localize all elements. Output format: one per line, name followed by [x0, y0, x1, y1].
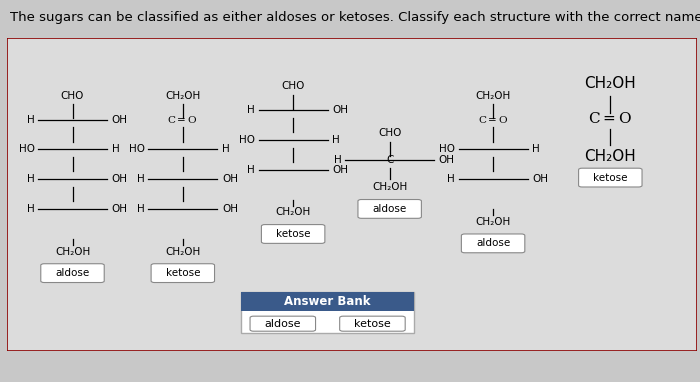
- Text: HO: HO: [239, 135, 255, 145]
- Text: H: H: [533, 144, 540, 154]
- Text: CH₂OH: CH₂OH: [165, 91, 200, 101]
- Text: C: C: [386, 155, 393, 165]
- Text: aldose: aldose: [372, 204, 407, 214]
- FancyBboxPatch shape: [358, 199, 421, 219]
- Text: aldose: aldose: [55, 268, 90, 278]
- Text: Answer Bank: Answer Bank: [284, 295, 371, 308]
- Text: aldose: aldose: [476, 238, 510, 248]
- Text: OH: OH: [332, 105, 349, 115]
- Text: CH₂OH: CH₂OH: [165, 246, 200, 256]
- Text: H: H: [447, 174, 455, 184]
- Text: H: H: [334, 155, 342, 165]
- FancyBboxPatch shape: [579, 168, 642, 187]
- Text: CH₂OH: CH₂OH: [55, 246, 90, 256]
- Bar: [241, 292, 414, 311]
- Text: The sugars can be classified as either aldoses or ketoses. Classify each structu: The sugars can be classified as either a…: [10, 11, 700, 24]
- Text: C$=$O: C$=$O: [478, 114, 508, 125]
- FancyBboxPatch shape: [151, 264, 214, 283]
- Text: OH: OH: [222, 204, 238, 214]
- FancyBboxPatch shape: [250, 316, 316, 331]
- FancyBboxPatch shape: [241, 292, 414, 333]
- Text: OH: OH: [112, 115, 128, 125]
- FancyBboxPatch shape: [41, 264, 104, 283]
- Text: H: H: [137, 204, 145, 214]
- Text: OH: OH: [222, 174, 238, 184]
- Text: H: H: [27, 115, 34, 125]
- Text: H: H: [248, 165, 256, 175]
- Text: OH: OH: [332, 165, 349, 175]
- Text: HO: HO: [129, 144, 145, 154]
- Text: H: H: [137, 174, 145, 184]
- Text: C$=$O: C$=$O: [588, 110, 632, 126]
- FancyBboxPatch shape: [261, 225, 325, 243]
- Text: HO: HO: [19, 144, 34, 154]
- Text: OH: OH: [112, 204, 128, 214]
- Text: CH₂OH: CH₂OH: [475, 217, 511, 227]
- Text: H: H: [248, 105, 256, 115]
- Text: H: H: [112, 144, 120, 154]
- Text: OH: OH: [438, 155, 454, 165]
- Text: ketose: ketose: [166, 268, 200, 278]
- FancyBboxPatch shape: [461, 234, 525, 253]
- Text: OH: OH: [112, 174, 128, 184]
- Text: CHO: CHO: [378, 128, 401, 138]
- Text: C$=$O: C$=$O: [167, 114, 198, 125]
- Text: CH₂OH: CH₂OH: [584, 149, 636, 164]
- Text: CH₂OH: CH₂OH: [276, 207, 311, 217]
- Text: HO: HO: [439, 144, 455, 154]
- Text: CHO: CHO: [281, 81, 304, 91]
- Text: ketose: ketose: [593, 173, 628, 183]
- FancyBboxPatch shape: [340, 316, 405, 331]
- Text: H: H: [222, 144, 230, 154]
- Text: H: H: [27, 174, 34, 184]
- Text: OH: OH: [533, 174, 548, 184]
- Text: CH₂OH: CH₂OH: [475, 91, 511, 101]
- Text: ketose: ketose: [354, 319, 391, 329]
- Text: CHO: CHO: [61, 91, 84, 101]
- Text: H: H: [332, 135, 340, 145]
- Text: H: H: [27, 204, 34, 214]
- Text: aldose: aldose: [265, 319, 301, 329]
- Text: CH₂OH: CH₂OH: [372, 182, 407, 192]
- Text: ketose: ketose: [276, 229, 310, 239]
- Text: CH₂OH: CH₂OH: [584, 76, 636, 91]
